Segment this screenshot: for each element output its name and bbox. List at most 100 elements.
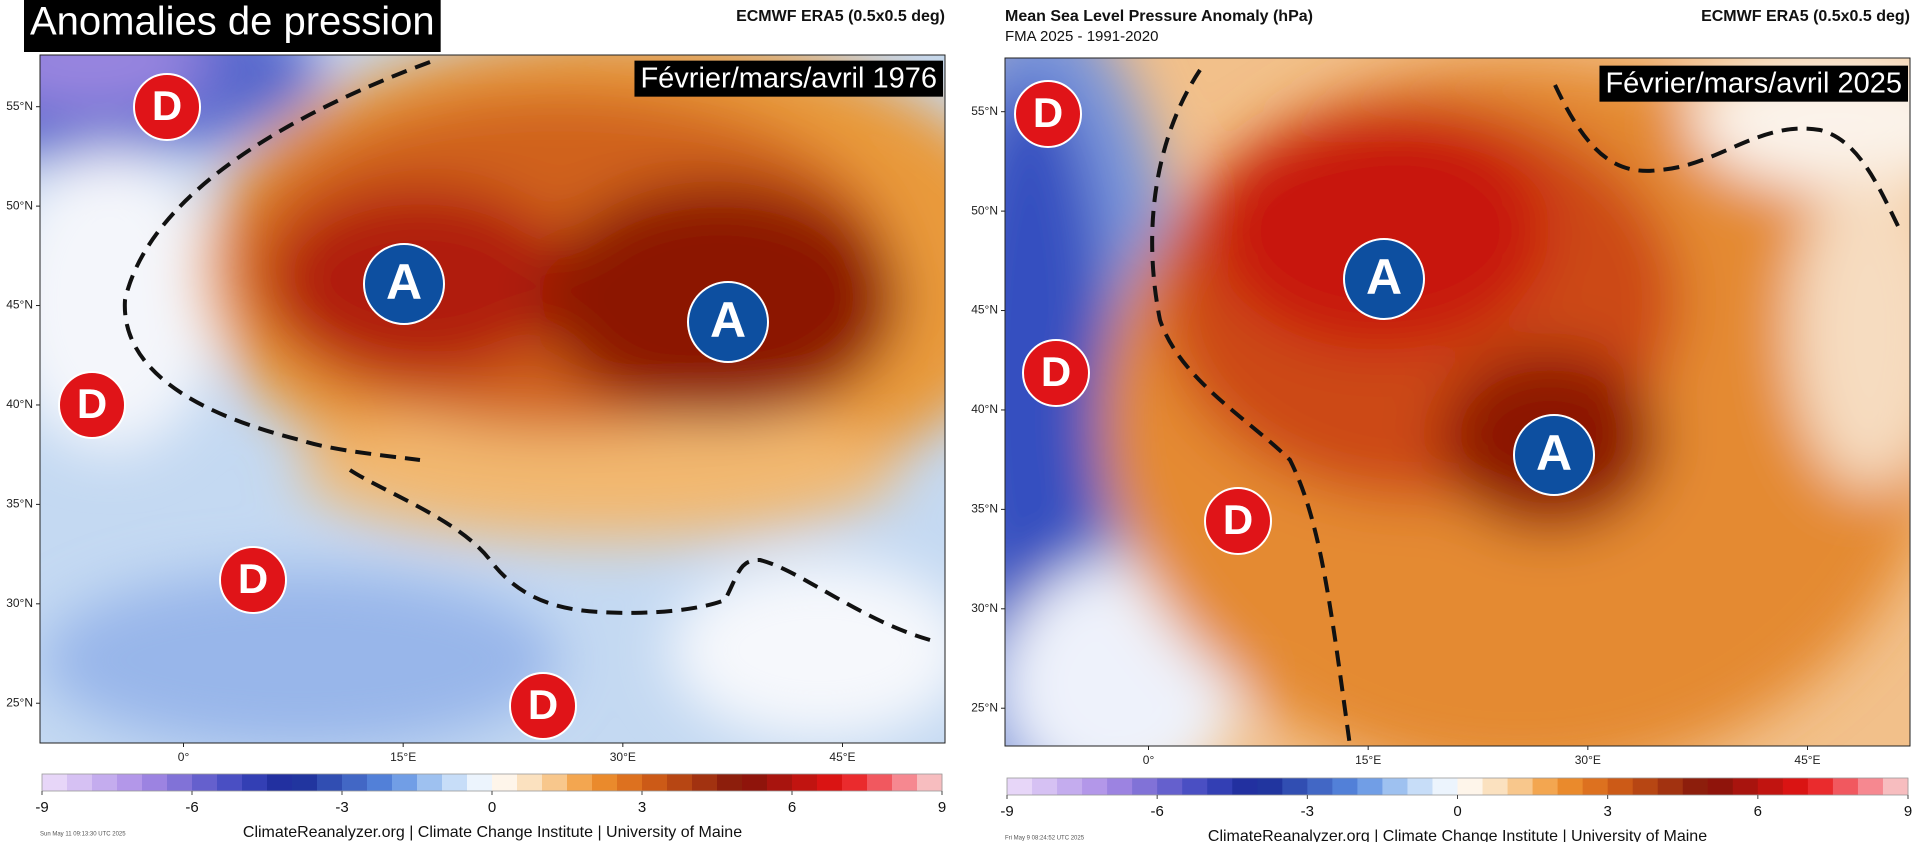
colorbar-label: 9 [1904,803,1912,820]
colorbar-swatch [567,774,593,791]
colorbar-swatch [1332,778,1358,795]
pressure-letter: A [1536,425,1572,481]
colorbar-label: -9 [35,799,48,816]
colorbar-swatch [67,774,93,791]
pressure-center [58,371,126,439]
colorbar-swatch [842,774,868,791]
timestamp: Sun May 11 09:13:30 UTC 2025 [40,832,126,838]
colorbar-swatch [167,774,193,791]
colorbar-swatch [892,774,918,791]
colorbar-swatch [742,774,768,791]
anomaly-area [1790,170,1910,490]
chart-subtitle: FMA 2025 - 1991-2020 [1005,28,1158,45]
colorbar-swatch [1107,778,1133,795]
footer-credit: ClimateReanalyzer.org | Climate Change I… [1208,828,1707,842]
pressure-center [219,546,287,614]
colorbar-swatch [1182,778,1208,795]
colorbar-swatch [92,774,118,791]
colorbar-swatch [717,774,743,791]
pressure-center [1343,238,1425,320]
anomaly-area [300,400,900,540]
lat-label: 35°N [6,497,33,511]
colorbar-swatch [142,774,168,791]
anomaly-area [1210,110,1550,350]
colorbar-swatch [467,774,493,791]
period-box [634,60,943,97]
colorbar-swatch [442,774,468,791]
lon-label: 15°E [390,750,416,764]
pressure-letter: D [238,555,268,602]
colorbar-swatch [1132,778,1158,795]
pressure-letter: A [1366,249,1402,305]
colorbar-swatch [617,774,643,791]
colorbar-swatch [1832,778,1859,795]
colorbar-swatch [1607,778,1634,795]
colorbar-label: -6 [185,799,198,816]
colorbar-swatch [392,774,418,791]
colorbar-label: -6 [1150,803,1163,820]
data-source: ECMWF ERA5 (0.5x0.5 deg) [1701,8,1910,25]
colorbar-swatch [917,774,943,791]
colorbar-swatch [1857,778,1884,795]
colorbar-swatch [1007,778,1033,795]
colorbar-swatch [1457,778,1484,795]
colorbar-swatch [1582,778,1609,795]
map-frame [39,54,946,744]
colorbar-swatch [867,774,893,791]
zero-contour [122,60,931,642]
colorbar-label: 6 [1754,803,1762,820]
colorbar-swatch [1732,778,1759,795]
lat-label: 50°N [6,198,33,212]
pressure-center [1022,339,1090,407]
colorbar-swatch [1257,778,1283,795]
colorbar-swatch [1707,778,1734,795]
colorbar-swatch [1082,778,1108,795]
colorbar-swatch [267,774,293,791]
colorbar-swatch [817,774,843,791]
lat-label: 45°N [971,303,998,317]
anomaly-area [40,570,560,743]
colorbar-swatch [692,774,718,791]
colorbar-swatch [1882,778,1909,795]
colorbar-swatch [342,774,368,791]
colorbar-swatch [1782,778,1809,795]
lon-label: 45°E [1794,753,1820,767]
colorbar-swatch [1632,778,1659,795]
colorbar-swatch [1207,778,1233,795]
anomaly-area [670,560,945,740]
colorbar-swatch [517,774,543,791]
lat-label: 45°N [6,298,33,312]
lon-label: 30°E [610,750,636,764]
pressure-center [509,672,577,740]
colorbar-swatch [1357,778,1383,795]
colorbar-label: -9 [1000,803,1013,820]
title-box [24,0,441,52]
colorbar-swatch [1232,778,1258,795]
footer-credit: ClimateReanalyzer.org | Climate Change I… [243,824,742,841]
colorbar-swatch [542,774,568,791]
map-frame [1004,57,1911,747]
colorbar-swatch [492,774,518,791]
lon-label: 45°E [829,750,855,764]
colorbar-swatch [417,774,443,791]
zero-contour [1150,68,1902,746]
pressure-letter: D [152,82,182,129]
colorbar-swatch [192,774,218,791]
colorbar-swatch [1407,778,1433,795]
pressure-letter: D [1041,348,1071,395]
lat-label: 25°N [6,695,33,709]
colorbar-label: 6 [788,799,796,816]
colorbar-swatch [42,774,68,791]
colorbar-swatch [117,774,143,791]
pressure-center [1014,80,1082,148]
lat-label: 35°N [971,502,998,516]
colorbar-label: 0 [488,799,496,816]
period-label: Février/mars/avril 2025 [1605,68,1902,100]
colorbar-swatch [1757,778,1784,795]
pressure-letter: D [1223,496,1253,543]
lat-label: 55°N [6,99,33,113]
page-title: Anomalies de pression [30,0,435,44]
colorbar-label: -3 [335,799,348,816]
lon-label: 0° [1143,753,1155,767]
pressure-center [1513,414,1595,496]
